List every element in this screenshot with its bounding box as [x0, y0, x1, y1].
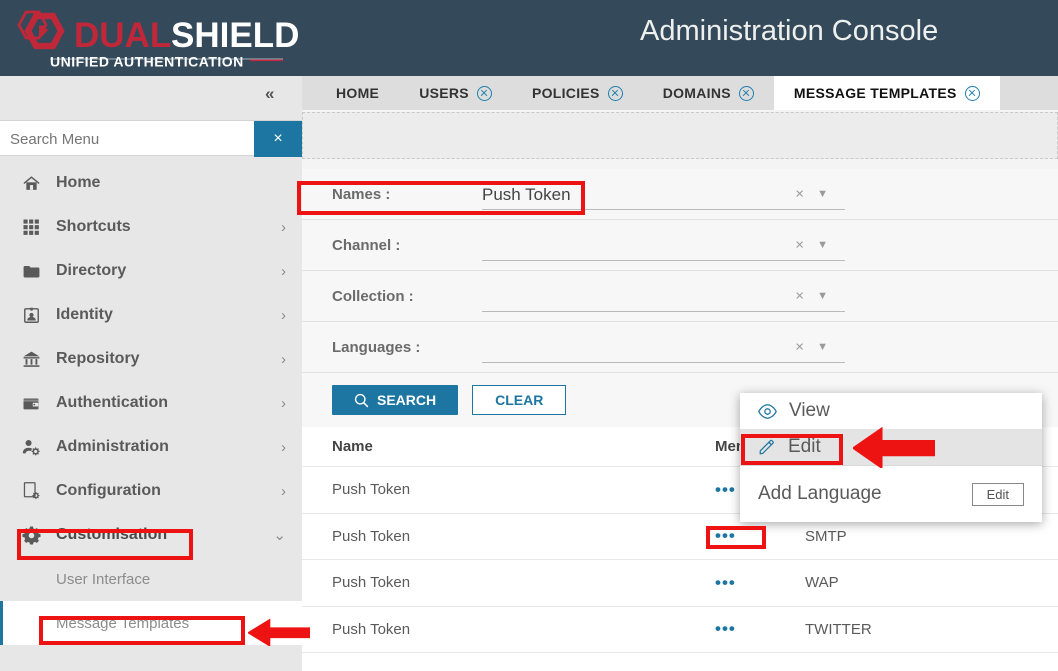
svg-text:SHIELD: SHIELD — [171, 16, 299, 55]
svg-text:DUAL: DUAL — [74, 16, 171, 55]
svg-text:UNIFIED AUTHENTICATION: UNIFIED AUTHENTICATION — [50, 54, 244, 70]
